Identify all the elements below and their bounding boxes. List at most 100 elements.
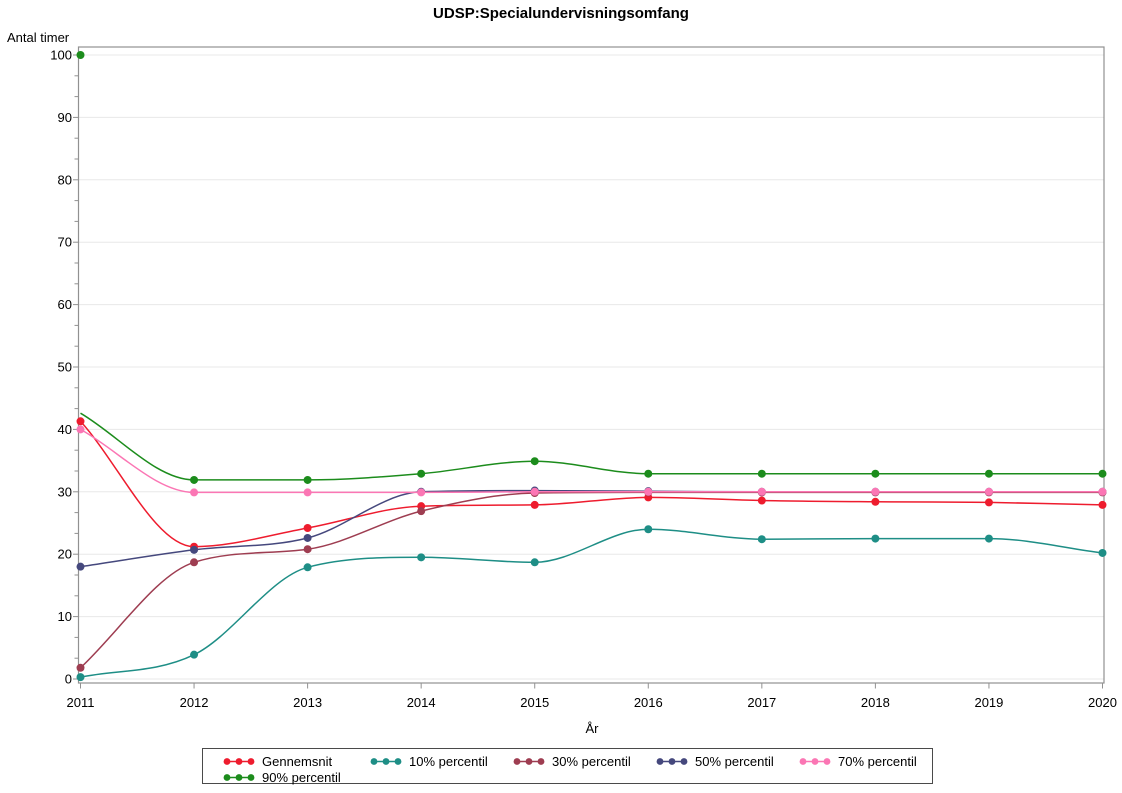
data-point-90-percentil-2012 bbox=[190, 475, 199, 484]
data-point-90-percentil-2017 bbox=[757, 469, 766, 478]
data-point-90-percentil-2015 bbox=[530, 457, 539, 466]
data-point-10-percentil-2019 bbox=[984, 534, 993, 543]
y-tick-label: 10 bbox=[58, 609, 72, 624]
legend-marker-icon bbox=[513, 757, 545, 765]
x-axis-title: År bbox=[0, 721, 1122, 736]
legend-marker-dot bbox=[382, 757, 390, 765]
y-tick-label: 70 bbox=[58, 235, 72, 250]
x-tick-label: 2012 bbox=[180, 695, 209, 710]
x-axis-title-text: År bbox=[585, 721, 599, 736]
data-point-10-percentil-2018 bbox=[871, 534, 880, 543]
legend-item-label: 10% percentil bbox=[409, 753, 488, 769]
legend-item-label: 50% percentil bbox=[695, 753, 774, 769]
legend-marker-dot bbox=[513, 757, 521, 765]
legend-marker-icon bbox=[223, 773, 255, 781]
data-point-10-percentil-2013 bbox=[303, 563, 312, 572]
legend-marker-dot bbox=[235, 757, 243, 765]
data-point-10-percentil-2014 bbox=[417, 553, 426, 562]
series-line-90-percentil bbox=[80, 412, 1103, 481]
data-point-90-percentil-2011 bbox=[76, 51, 85, 59]
data-point-10-percentil-2020 bbox=[1098, 548, 1107, 557]
data-point-70-percentil-2019 bbox=[984, 487, 993, 496]
x-tick-label: 2017 bbox=[747, 695, 776, 710]
x-tick-label: 2011 bbox=[67, 695, 95, 710]
legend-marker-icon bbox=[370, 757, 402, 765]
y-tick-label: 50 bbox=[58, 360, 72, 375]
legend-marker-dot bbox=[247, 773, 255, 781]
data-point-90-percentil-2019 bbox=[984, 469, 993, 478]
data-point-70-percentil-2015 bbox=[530, 487, 539, 496]
data-point-30-percentil-2014 bbox=[417, 507, 426, 516]
data-point-90-percentil-2013 bbox=[303, 475, 312, 484]
data-point-gennemsnit-2019 bbox=[984, 498, 993, 507]
data-point-30-percentil-2011 bbox=[76, 663, 85, 672]
legend-item-70-percentil: 70% percentil bbox=[799, 753, 917, 769]
data-point-50-percentil-2012 bbox=[190, 545, 199, 554]
x-tick-label: 2019 bbox=[974, 695, 1003, 710]
data-point-70-percentil-2016 bbox=[644, 487, 653, 496]
legend-marker-dot bbox=[235, 773, 243, 781]
legend-item-label: 90% percentil bbox=[262, 769, 341, 785]
y-tick-label: 0 bbox=[65, 672, 72, 687]
data-point-gennemsnit-2017 bbox=[757, 496, 766, 505]
legend-item-10-percentil: 10% percentil bbox=[370, 753, 488, 769]
data-point-30-percentil-2013 bbox=[303, 545, 312, 554]
series-line-30-percentil bbox=[79, 491, 1103, 669]
data-point-10-percentil-2015 bbox=[530, 558, 539, 567]
x-tick-label: 2015 bbox=[520, 695, 549, 710]
data-point-50-percentil-2011 bbox=[76, 562, 85, 571]
legend-marker-icon bbox=[656, 757, 688, 765]
plot-area: 0 10 20 30 40 50 60 70 80 90 100 2011 2012 2013 2014 20… bbox=[50, 46, 1117, 710]
data-point-gennemsnit-2018 bbox=[871, 497, 880, 506]
data-point-70-percentil-2018 bbox=[871, 487, 880, 496]
chart-title: UDSP:Specialundervisningsomfang bbox=[433, 5, 689, 22]
legend-marker-dot bbox=[247, 757, 255, 765]
data-point-gennemsnit-2011 bbox=[76, 417, 85, 426]
legend-item-50-percentil: 50% percentil bbox=[656, 753, 774, 769]
y-tick-label: 20 bbox=[58, 547, 72, 562]
y-tick-label: 100 bbox=[50, 48, 72, 63]
y-axis-title: Antal timer bbox=[7, 30, 70, 45]
legend-marker-dot bbox=[680, 757, 688, 765]
legend-marker-icon bbox=[799, 757, 831, 765]
x-tick-label: 2013 bbox=[293, 695, 322, 710]
y-tick-label: 30 bbox=[58, 484, 72, 499]
data-point-70-percentil-2017 bbox=[757, 487, 766, 496]
data-point-10-percentil-2017 bbox=[757, 535, 766, 544]
legend-marker-dot bbox=[811, 757, 819, 765]
plot-frame bbox=[77, 46, 1105, 684]
legend-marker-dot bbox=[656, 757, 664, 765]
y-tick-label: 80 bbox=[58, 172, 72, 187]
legend-item-30-percentil: 30% percentil bbox=[513, 753, 631, 769]
data-point-30-percentil-2012 bbox=[190, 558, 199, 567]
legend-item-label: 30% percentil bbox=[552, 753, 631, 769]
legend-marker-dot bbox=[394, 757, 402, 765]
data-point-90-percentil-2020 bbox=[1098, 469, 1107, 478]
data-point-gennemsnit-2020 bbox=[1098, 500, 1107, 509]
legend-marker-dot bbox=[525, 757, 533, 765]
legend-item-label: Gennemsnit bbox=[262, 753, 333, 769]
data-point-70-percentil-2012 bbox=[190, 488, 199, 497]
legend-item-label: 70% percentil bbox=[838, 753, 917, 769]
y-tick-label: 40 bbox=[58, 422, 72, 437]
data-point-10-percentil-2011 bbox=[76, 673, 85, 682]
series-line-gennemsnit bbox=[79, 420, 1103, 548]
data-point-50-percentil-2013 bbox=[303, 533, 312, 542]
legend-marker-dot bbox=[223, 757, 231, 765]
data-point-70-percentil-2020 bbox=[1098, 487, 1107, 496]
y-tick-label: 60 bbox=[58, 297, 72, 312]
data-point-gennemsnit-2015 bbox=[530, 500, 539, 509]
legend-marker-dot bbox=[223, 773, 231, 781]
data-point-70-percentil-2014 bbox=[417, 488, 426, 497]
data-point-90-percentil-2014 bbox=[417, 469, 426, 478]
x-tick-label: 2018 bbox=[861, 695, 890, 710]
series-line-70-percentil bbox=[80, 428, 1103, 494]
data-point-10-percentil-2012 bbox=[190, 650, 199, 659]
data-point-gennemsnit-2013 bbox=[303, 523, 312, 532]
series-line-10-percentil bbox=[80, 528, 1103, 678]
x-tick-label: 2016 bbox=[634, 695, 663, 710]
y-tick-label: 90 bbox=[58, 110, 72, 125]
legend-marker-icon bbox=[223, 757, 255, 765]
legend-marker-dot bbox=[799, 757, 807, 765]
